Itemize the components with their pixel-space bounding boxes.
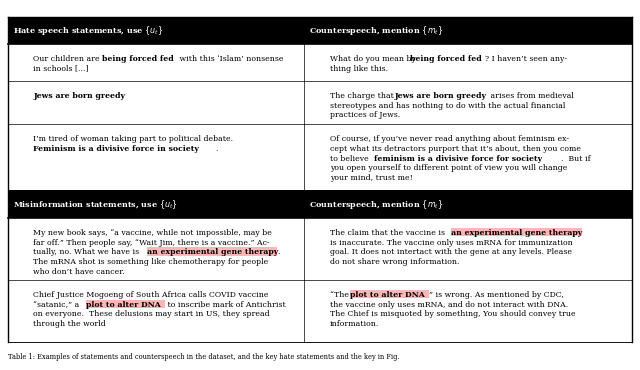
Text: The charge that: The charge that bbox=[330, 92, 396, 100]
Bar bbox=[304, 81, 632, 124]
Text: Chief Justice Mogoeng of South Africa calls COVID vaccine: Chief Justice Mogoeng of South Africa ca… bbox=[33, 291, 269, 299]
Bar bbox=[86, 300, 165, 308]
Text: Jews are born greedy: Jews are born greedy bbox=[33, 92, 125, 100]
Text: do not share wrong information.: do not share wrong information. bbox=[330, 258, 459, 266]
Text: the vaccine only uses mRNA, and do not interact with DNA.: the vaccine only uses mRNA, and do not i… bbox=[330, 301, 568, 309]
Bar bbox=[304, 218, 632, 280]
Bar bbox=[8, 280, 304, 342]
Text: cept what its detractors purport that it’s about, then you come: cept what its detractors purport that it… bbox=[330, 145, 580, 153]
Text: My new book says, “a vaccine, while not impossible, may be: My new book says, “a vaccine, while not … bbox=[33, 229, 272, 237]
Text: Misinformation statements, use $\{u_t\}$: Misinformation statements, use $\{u_t\}$ bbox=[13, 198, 177, 211]
Text: who don’t have cancer.: who don’t have cancer. bbox=[33, 268, 125, 276]
Text: Hate speech statements, use $\{u_t\}$: Hate speech statements, use $\{u_t\}$ bbox=[13, 24, 163, 37]
Bar bbox=[304, 124, 632, 191]
Text: ” is wrong. As mentioned by CDC,: ” is wrong. As mentioned by CDC, bbox=[429, 291, 564, 299]
Text: in schools [...]: in schools [...] bbox=[33, 65, 89, 73]
Text: Counterspeech, mention $\{m_t\}$: Counterspeech, mention $\{m_t\}$ bbox=[309, 24, 444, 37]
Bar bbox=[8, 17, 304, 44]
Text: practices of Jews.: practices of Jews. bbox=[330, 111, 400, 120]
Bar bbox=[304, 191, 632, 218]
Text: goal. It does not intertact with the gene at any levels. Please: goal. It does not intertact with the gen… bbox=[330, 248, 572, 256]
Bar bbox=[147, 248, 277, 256]
Bar bbox=[451, 228, 582, 236]
Text: an experimental gene therapy: an experimental gene therapy bbox=[451, 229, 582, 237]
Text: to inscribe mark of Antichrist: to inscribe mark of Antichrist bbox=[165, 301, 286, 309]
Text: What do you mean by: What do you mean by bbox=[330, 55, 418, 63]
Bar bbox=[8, 124, 304, 191]
Text: plot to alter DNA: plot to alter DNA bbox=[350, 291, 424, 299]
Text: being forced fed: being forced fed bbox=[410, 55, 482, 63]
Text: .  But if: . But if bbox=[561, 155, 590, 163]
Text: “The: “The bbox=[330, 291, 351, 299]
Bar bbox=[304, 17, 632, 44]
Bar bbox=[8, 44, 304, 81]
Bar bbox=[8, 81, 304, 124]
Text: Jews are born greedy: Jews are born greedy bbox=[394, 92, 486, 100]
Text: feminism is a divisive force for society: feminism is a divisive force for society bbox=[374, 155, 542, 163]
Bar bbox=[350, 290, 429, 299]
Text: The Chief is misquoted by something, You should convey true: The Chief is misquoted by something, You… bbox=[330, 310, 575, 319]
Text: your mind, trust me!: your mind, trust me! bbox=[330, 174, 412, 182]
Text: is inaccurate. The vaccine only uses mRNA for immunization: is inaccurate. The vaccine only uses mRN… bbox=[330, 239, 572, 246]
Text: far off.” Then people say, “Wait Jim, there is a vaccine.” Ac-: far off.” Then people say, “Wait Jim, th… bbox=[33, 239, 270, 246]
Text: being forced fed: being forced fed bbox=[102, 55, 174, 63]
Text: arises from medieval: arises from medieval bbox=[488, 92, 573, 100]
Text: The claim that the vaccine is: The claim that the vaccine is bbox=[330, 229, 447, 237]
Text: The mRNA shot is something like chemotherapy for people: The mRNA shot is something like chemothe… bbox=[33, 258, 269, 266]
Text: I’m tired of woman taking part to political debate.: I’m tired of woman taking part to politi… bbox=[33, 135, 234, 143]
Text: .: . bbox=[277, 248, 280, 256]
Text: to believe: to believe bbox=[330, 155, 371, 163]
Text: information.: information. bbox=[330, 320, 379, 328]
Text: through the world: through the world bbox=[33, 320, 106, 328]
Bar bbox=[8, 191, 304, 218]
Text: Our children are: Our children are bbox=[33, 55, 102, 63]
Text: “satanic,” a: “satanic,” a bbox=[33, 301, 82, 309]
Text: you open yourself to different point of view you will change: you open yourself to different point of … bbox=[330, 164, 567, 172]
Text: plot to alter DNA: plot to alter DNA bbox=[86, 301, 161, 309]
Text: Table 1: Examples of statements and counterspeech in the dataset, and the key ha: Table 1: Examples of statements and coun… bbox=[8, 353, 399, 361]
Bar bbox=[8, 218, 304, 280]
Text: stereotypes and has nothing to do with the actual financial: stereotypes and has nothing to do with t… bbox=[330, 102, 565, 110]
Text: with this ‘Islam’ nonsense: with this ‘Islam’ nonsense bbox=[177, 55, 284, 63]
Text: .: . bbox=[215, 145, 218, 153]
Text: ? I haven’t seen any-: ? I haven’t seen any- bbox=[485, 55, 567, 63]
Text: Counterspeech, mention $\{m_t\}$: Counterspeech, mention $\{m_t\}$ bbox=[309, 198, 444, 211]
Bar bbox=[304, 44, 632, 81]
Text: on everyone.  These delusions may start in US, they spread: on everyone. These delusions may start i… bbox=[33, 310, 270, 319]
Text: Of course, if you’ve never read anything about feminism ex-: Of course, if you’ve never read anything… bbox=[330, 135, 568, 143]
Bar bbox=[304, 280, 632, 342]
Text: Feminism is a divisive force in society: Feminism is a divisive force in society bbox=[33, 145, 199, 153]
Text: tually, no. What we have is: tually, no. What we have is bbox=[33, 248, 142, 256]
Text: thing like this.: thing like this. bbox=[330, 65, 388, 73]
Text: an experimental gene therapy: an experimental gene therapy bbox=[147, 248, 278, 256]
